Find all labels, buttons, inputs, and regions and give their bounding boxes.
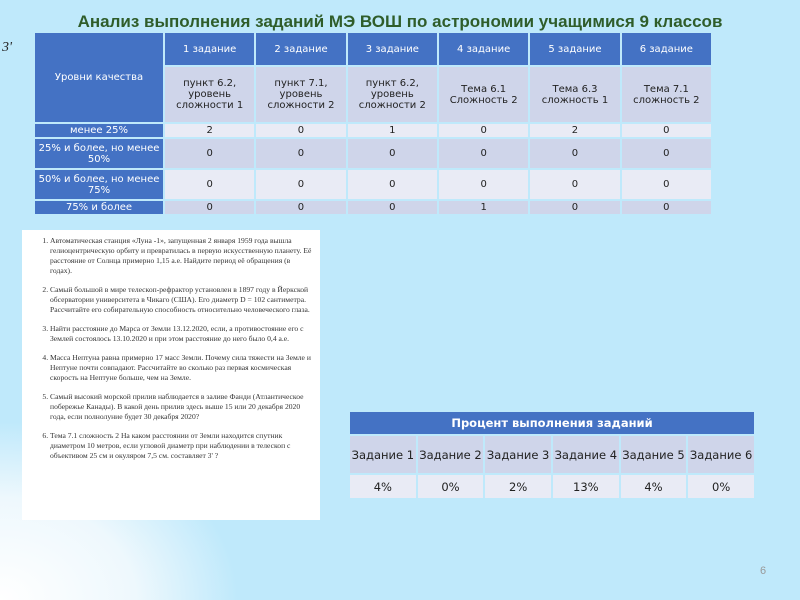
topic-cell: Тема 7.1 сложность 2 bbox=[621, 67, 711, 122]
page-title: Анализ выполнения заданий МЭ ВОШ по астр… bbox=[77, 12, 723, 31]
row-label: 50% и более, но менее 75% bbox=[35, 170, 163, 199]
task-header: 3 задание bbox=[347, 33, 437, 65]
percent-value: 4% bbox=[350, 475, 416, 498]
percent-header: Задание 3 bbox=[485, 436, 551, 473]
percent-table-title: Процент выполнения заданий bbox=[350, 412, 754, 434]
percent-header: Задание 1 bbox=[350, 436, 416, 473]
row-label: 75% и более bbox=[35, 201, 163, 214]
percent-value: 0% bbox=[688, 475, 754, 498]
value-cell: 0 bbox=[530, 170, 620, 199]
value-cell: 0 bbox=[621, 201, 711, 214]
value-cell: 0 bbox=[621, 139, 711, 168]
task-item: Самый высокий морской прилив наблюдается… bbox=[50, 392, 314, 422]
value-cell: 0 bbox=[347, 139, 437, 168]
topic-cell: пункт 6.2, уровень сложности 1 bbox=[165, 67, 255, 122]
value-cell: 0 bbox=[621, 170, 711, 199]
topic-cell: пункт 6.2, уровень сложности 2 bbox=[347, 67, 437, 122]
value-cell: 0 bbox=[530, 139, 620, 168]
task-header: 1 задание bbox=[165, 33, 255, 65]
value-cell: 2 bbox=[530, 124, 620, 137]
percent-header: Задание 6 bbox=[688, 436, 754, 473]
table-row: 75% и более 0 0 0 1 0 0 bbox=[35, 201, 711, 214]
row-label: менее 25% bbox=[35, 124, 163, 137]
value-cell: 0 bbox=[530, 201, 620, 214]
task-header: 5 задание bbox=[530, 33, 620, 65]
topic-cell: Тема 6.1 Сложность 2 bbox=[438, 67, 529, 122]
value-cell: 0 bbox=[165, 201, 255, 214]
task-header: 4 задание bbox=[438, 33, 529, 65]
percent-table: Процент выполнения заданий Задание 1 Зада… bbox=[348, 410, 756, 500]
task-header: 6 задание bbox=[621, 33, 711, 65]
percent-value: 2% bbox=[485, 475, 551, 498]
value-cell: 0 bbox=[438, 124, 529, 137]
task-item: Найти расстояние до Марса от Земли 13.12… bbox=[50, 324, 314, 344]
table-row: 25% и более, но менее 50% 0 0 0 0 0 0 bbox=[35, 139, 711, 168]
value-cell: 0 bbox=[347, 170, 437, 199]
task-item: Тема 7.1 сложность 2 На каком расстоянии… bbox=[50, 431, 314, 461]
percent-value: 0% bbox=[417, 475, 484, 498]
percent-header: Задание 4 bbox=[552, 436, 619, 473]
value-cell: 0 bbox=[256, 201, 346, 214]
task-item: Самый большой в мире телескоп-рефрактор … bbox=[50, 285, 314, 315]
percent-value: 13% bbox=[552, 475, 619, 498]
task-item: Масса Нептуна равна примерно 17 масс Зем… bbox=[50, 353, 314, 383]
side-mark: 3' bbox=[2, 40, 12, 55]
value-cell: 1 bbox=[347, 124, 437, 137]
value-cell: 0 bbox=[165, 139, 255, 168]
table-row: менее 25% 2 0 1 0 2 0 bbox=[35, 124, 711, 137]
row-label: 25% и более, но менее 50% bbox=[35, 139, 163, 168]
value-cell: 0 bbox=[621, 124, 711, 137]
topic-cell: Тема 6.3 сложность 1 bbox=[530, 67, 620, 122]
value-cell: 0 bbox=[256, 170, 346, 199]
value-cell: 2 bbox=[165, 124, 255, 137]
value-cell: 0 bbox=[256, 124, 346, 137]
percent-header: Задание 2 bbox=[417, 436, 484, 473]
quality-table: Уровни качества 1 задание 2 задание 3 за… bbox=[33, 31, 713, 216]
table-row: 50% и более, но менее 75% 0 0 0 0 0 0 bbox=[35, 170, 711, 199]
value-cell: 0 bbox=[438, 139, 529, 168]
tasks-document-image: Автоматическая станция «Луна -1», запуще… bbox=[22, 230, 320, 520]
value-cell: 0 bbox=[347, 201, 437, 214]
corner-header: Уровни качества bbox=[35, 33, 163, 122]
topic-cell: пункт 7.1, уровень сложности 2 bbox=[256, 67, 346, 122]
value-cell: 0 bbox=[165, 170, 255, 199]
value-cell: 0 bbox=[256, 139, 346, 168]
value-cell: 0 bbox=[438, 170, 529, 199]
page-number: 6 bbox=[760, 565, 767, 577]
percent-value: 4% bbox=[620, 475, 687, 498]
task-item: Автоматическая станция «Луна -1», запуще… bbox=[50, 236, 314, 276]
value-cell: 1 bbox=[438, 201, 529, 214]
percent-header: Задание 5 bbox=[620, 436, 687, 473]
task-header: 2 задание bbox=[256, 33, 346, 65]
